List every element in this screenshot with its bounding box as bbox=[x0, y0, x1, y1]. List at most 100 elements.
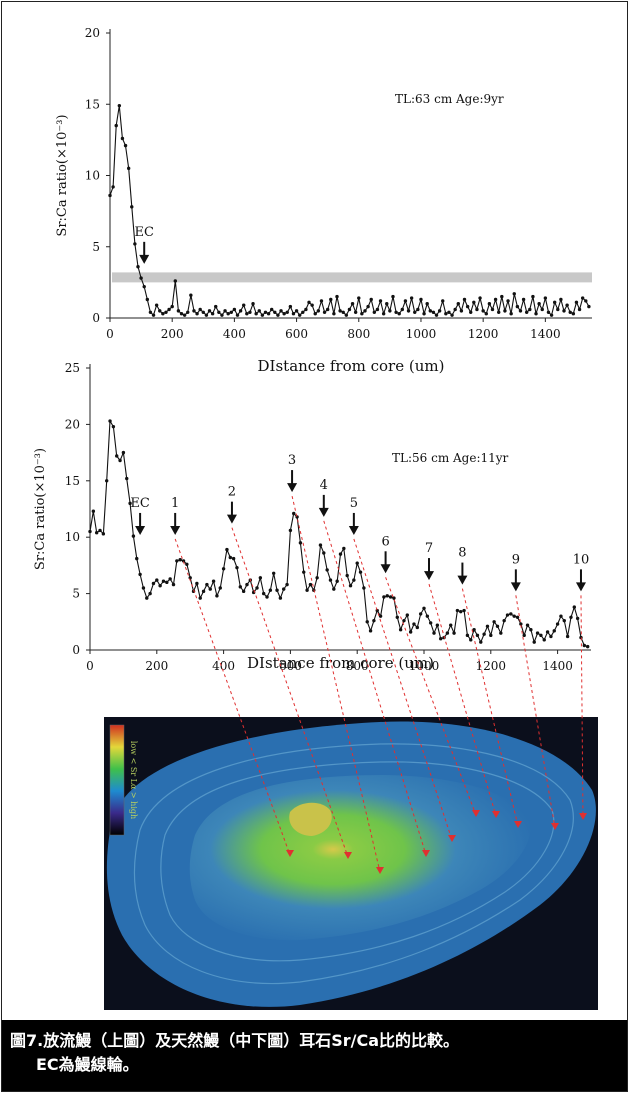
data-point bbox=[353, 310, 358, 314]
data-point bbox=[490, 307, 495, 312]
data-point bbox=[524, 310, 529, 314]
x-tick-label: 400 bbox=[223, 327, 246, 341]
data-point bbox=[130, 205, 134, 209]
data-point bbox=[154, 303, 159, 307]
data-point bbox=[192, 309, 196, 313]
data-point bbox=[254, 312, 258, 316]
x-tick-label: 200 bbox=[161, 327, 184, 341]
y-tick-label: 0 bbox=[92, 311, 100, 325]
data-point bbox=[319, 299, 324, 303]
data-point bbox=[204, 313, 209, 317]
data-point bbox=[258, 576, 263, 580]
data-point bbox=[201, 310, 205, 314]
marker-label: 5 bbox=[350, 496, 358, 511]
data-point bbox=[285, 310, 289, 314]
data-point bbox=[257, 309, 261, 313]
data-point bbox=[151, 313, 156, 317]
data-point bbox=[313, 312, 317, 316]
data-point bbox=[98, 528, 102, 533]
data-point bbox=[232, 307, 237, 312]
data-point bbox=[475, 307, 479, 312]
data-point bbox=[215, 594, 219, 598]
series-line bbox=[89, 419, 588, 648]
data-point bbox=[304, 307, 308, 312]
data-point bbox=[167, 307, 171, 312]
data-point bbox=[402, 618, 406, 623]
data-point bbox=[128, 501, 132, 506]
data-point bbox=[273, 310, 277, 314]
data-point bbox=[408, 630, 413, 634]
x-tick-label: 1400 bbox=[530, 327, 561, 341]
x-tick-label: 400 bbox=[212, 659, 235, 673]
data-point bbox=[251, 302, 255, 306]
data-point bbox=[569, 615, 573, 619]
data-point bbox=[198, 596, 202, 600]
data-point bbox=[255, 586, 259, 590]
data-point bbox=[114, 123, 118, 128]
data-point bbox=[301, 310, 305, 314]
data-point bbox=[543, 296, 548, 300]
data-point bbox=[288, 528, 293, 533]
data-point bbox=[133, 242, 137, 246]
data-point bbox=[358, 570, 363, 574]
data-point bbox=[136, 265, 140, 269]
data-point bbox=[469, 638, 473, 642]
data-point bbox=[556, 307, 560, 312]
marker-label: 4 bbox=[320, 478, 328, 493]
connector-marker bbox=[344, 852, 352, 859]
data-point bbox=[378, 299, 383, 303]
data-point bbox=[357, 296, 361, 300]
data-point bbox=[126, 166, 131, 171]
data-point bbox=[575, 616, 580, 621]
data-point bbox=[118, 458, 122, 463]
data-point bbox=[332, 312, 336, 316]
data-point bbox=[168, 577, 172, 581]
data-point bbox=[405, 613, 409, 617]
data-point bbox=[434, 313, 439, 317]
data-point bbox=[449, 623, 453, 627]
marker-arrow-head bbox=[139, 254, 150, 264]
data-point bbox=[459, 609, 463, 614]
data-point bbox=[525, 623, 530, 627]
y-axis-label: Sr:Ca ratio(×10⁻³) bbox=[33, 448, 48, 570]
data-point bbox=[171, 582, 176, 587]
data-point bbox=[161, 312, 165, 316]
data-point bbox=[158, 309, 162, 313]
data-point bbox=[148, 591, 152, 596]
data-point bbox=[372, 618, 376, 623]
data-point bbox=[469, 310, 473, 314]
x-tick-label: 1200 bbox=[476, 659, 507, 673]
data-point bbox=[515, 615, 520, 619]
data-point bbox=[398, 627, 403, 632]
data-point bbox=[145, 297, 150, 302]
data-point bbox=[582, 643, 587, 648]
data-point bbox=[235, 313, 240, 317]
data-point bbox=[528, 307, 532, 312]
data-point bbox=[310, 303, 314, 307]
data-point bbox=[151, 581, 156, 586]
data-point bbox=[189, 293, 193, 297]
age-annotation: TL:63 cm Age:9yr bbox=[395, 92, 504, 106]
data-point bbox=[105, 479, 109, 483]
otolith-ring bbox=[160, 761, 555, 962]
data-point bbox=[297, 313, 302, 317]
data-point bbox=[472, 300, 476, 305]
data-point bbox=[452, 631, 456, 635]
data-point bbox=[352, 578, 356, 582]
connector-line bbox=[461, 588, 519, 827]
data-point bbox=[497, 310, 501, 314]
data-point bbox=[532, 640, 536, 644]
data-point bbox=[409, 296, 414, 300]
x-axis-label: DIstance from core (um) bbox=[258, 357, 445, 375]
data-point bbox=[285, 582, 289, 587]
data-point bbox=[502, 618, 506, 623]
marker-arrow-head bbox=[226, 514, 237, 524]
data-point bbox=[275, 588, 279, 592]
data-point bbox=[335, 579, 339, 583]
data-point bbox=[131, 534, 136, 538]
connector-marker bbox=[492, 811, 500, 818]
connector-line bbox=[174, 538, 291, 856]
data-point bbox=[489, 633, 493, 638]
data-point bbox=[179, 312, 184, 316]
